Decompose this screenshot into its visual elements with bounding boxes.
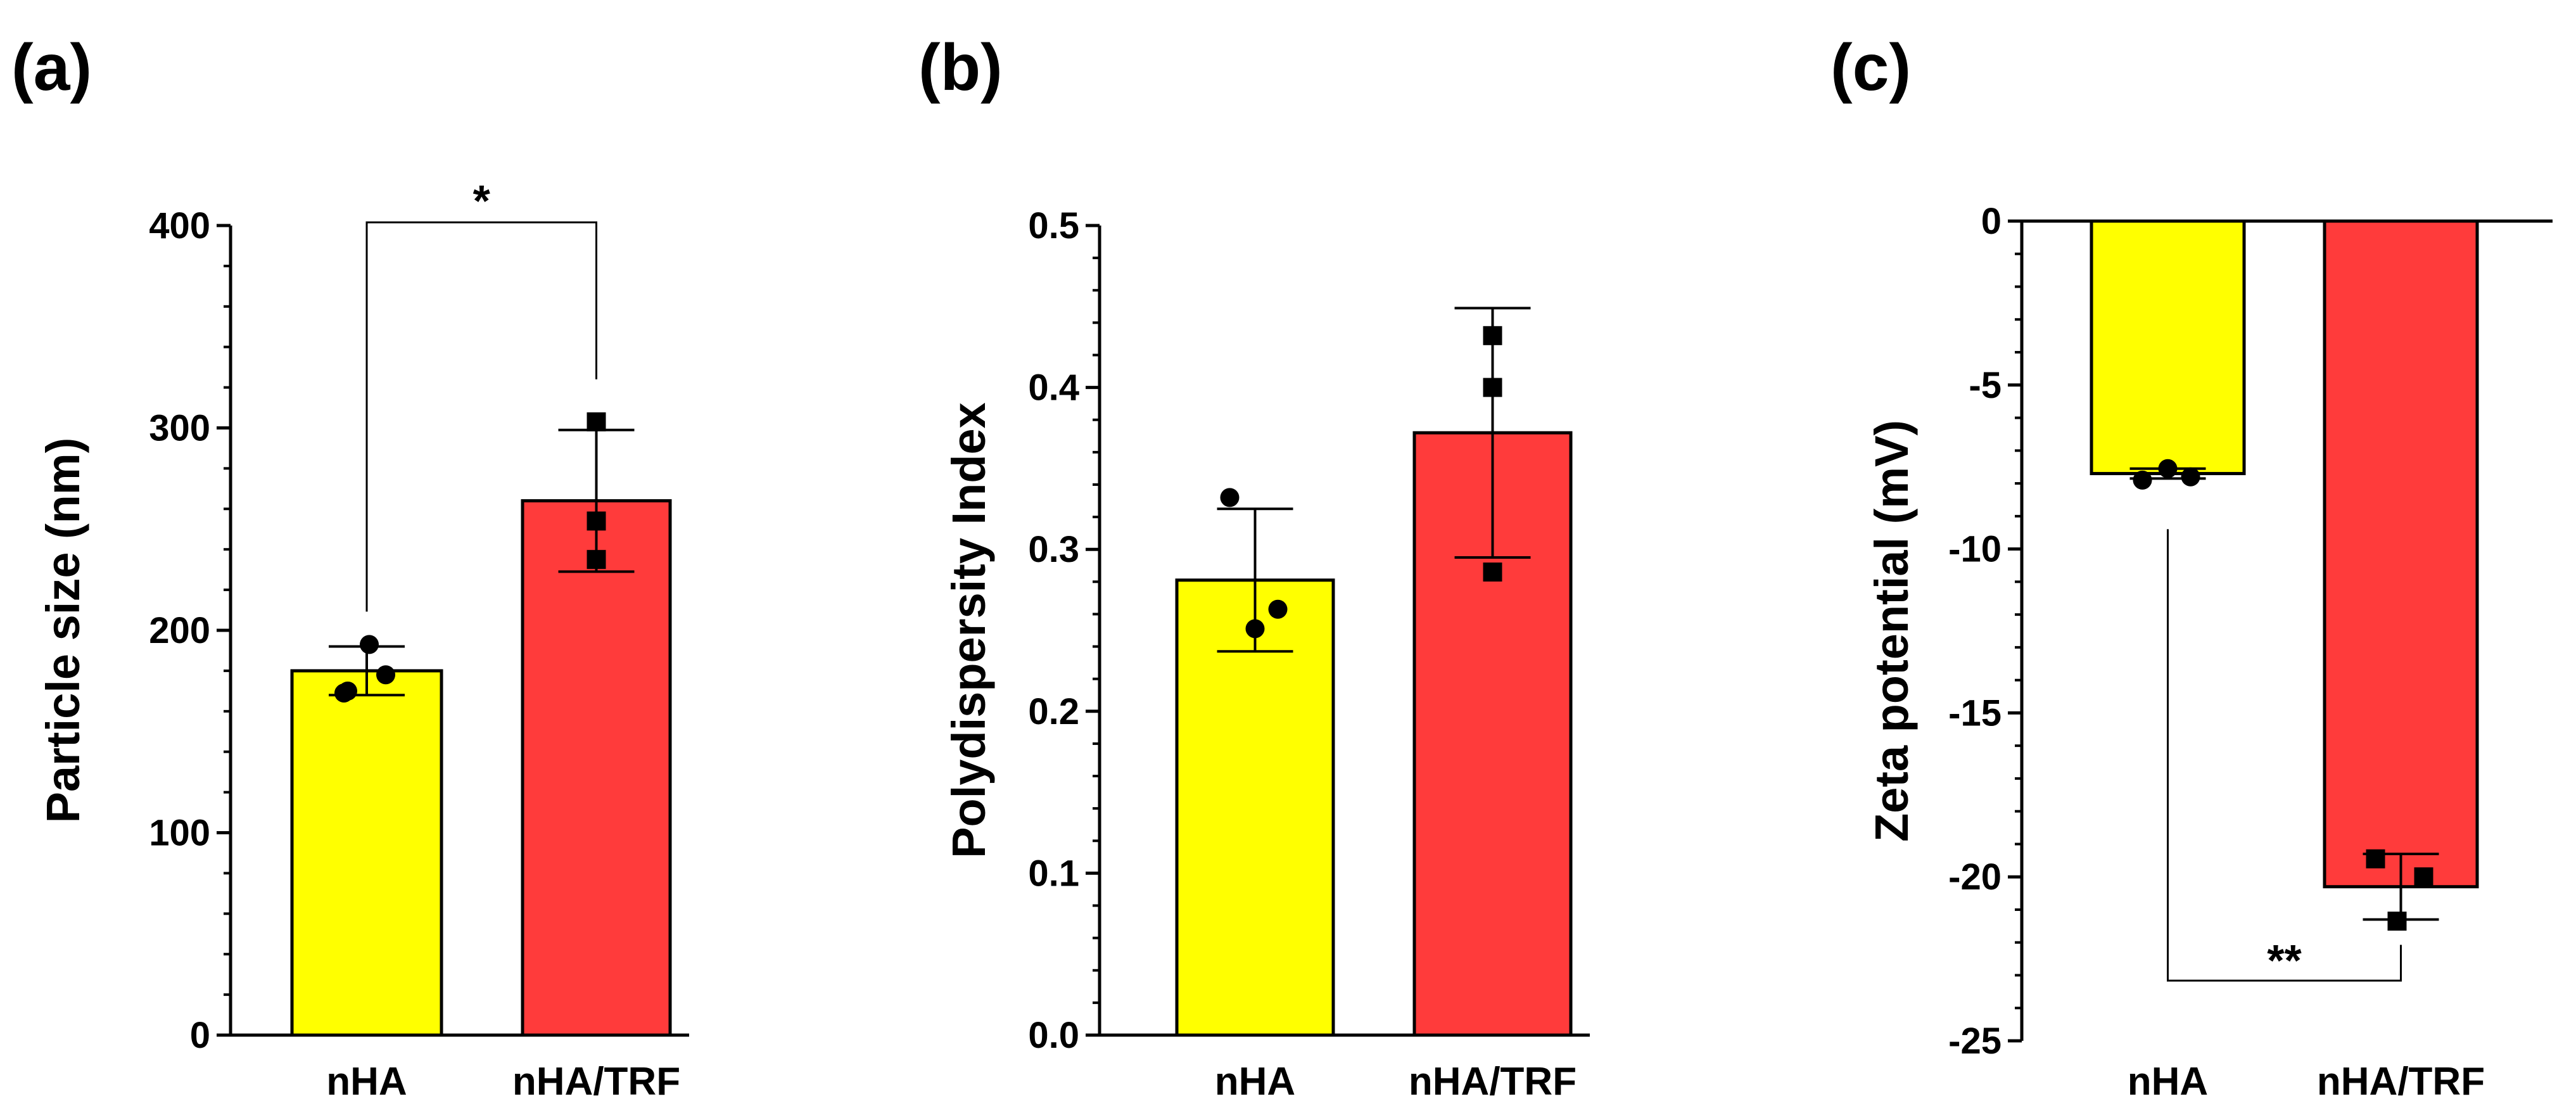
panel-b: (b) Polydispersity Index 0.0 0.1 0.2 0.3 0.4 0.… [918, 31, 1590, 1104]
y-tick-label: 0.4 [1028, 367, 1079, 409]
data-point [1483, 562, 1502, 582]
data-point [1220, 488, 1240, 507]
data-point [1268, 599, 1288, 619]
data-point [2158, 459, 2178, 478]
bar-nha [2090, 219, 2246, 476]
data-point [587, 511, 606, 531]
y-tick-label: 0.5 [1028, 205, 1079, 246]
y-tick-label: 0 [190, 1015, 210, 1056]
y-tick-label: 100 [149, 813, 210, 854]
panel-label: (b) [918, 31, 1003, 105]
x-tick-label: nHA/TRF [1409, 1060, 1577, 1104]
data-point [587, 550, 606, 570]
bar-nha-trf [521, 499, 672, 1037]
y-axis-label: Polydispersity Index [942, 402, 995, 858]
y-axis-label: Zeta potential (mV) [1865, 420, 1918, 842]
y-tick-label: -25 [1948, 1021, 2002, 1062]
y-tick-label: -20 [1948, 856, 2002, 898]
data-point [1245, 619, 1265, 639]
data-point [2387, 912, 2407, 931]
panel-c: (c) Zeta potential (mV) -25 -20 -15 -10 -5 0 nHA… [1830, 31, 2553, 1104]
bar-nha [1175, 578, 1335, 1037]
data-point [1483, 326, 1502, 345]
y-axis-label: Particle size (nm) [37, 438, 89, 824]
data-point [2366, 849, 2385, 869]
data-point [2414, 867, 2433, 887]
significance-bracket [2167, 529, 2402, 982]
y-tick-label: 0.0 [1028, 1015, 1079, 1056]
panel-label: (a) [11, 31, 92, 105]
data-point [338, 681, 357, 701]
data-point [587, 412, 606, 431]
y-tick-label: -15 [1948, 692, 2002, 734]
y-tick-label: 200 [149, 610, 210, 651]
bar-nha-trf [2323, 219, 2479, 889]
y-tick-label: -5 [1969, 365, 2002, 406]
significance-label: * [473, 176, 491, 226]
y-tick-label: 300 [149, 408, 210, 449]
data-point [2133, 470, 2152, 490]
y-tick-label: 0.1 [1028, 853, 1079, 894]
panel-a: (a) Particle size (nm) 0 100 200 300 400 nHA nHA… [11, 31, 689, 1104]
y-tick-label: 0.3 [1028, 529, 1079, 570]
significance-label: ** [2267, 936, 2302, 985]
data-point [376, 665, 395, 685]
y-tick-label: 0.2 [1028, 691, 1079, 732]
y-tick-label: 0 [1981, 201, 2002, 242]
data-point [2181, 467, 2200, 487]
data-point [1483, 378, 1502, 397]
x-tick-label: nHA/TRF [2317, 1060, 2485, 1104]
x-tick-label: nHA [1215, 1060, 1295, 1104]
x-tick-label: nHA [326, 1060, 407, 1104]
bar-nha [290, 669, 443, 1037]
panel-label: (c) [1830, 31, 1911, 105]
y-tick-label: -10 [1948, 529, 2002, 570]
x-tick-label: nHA [2128, 1060, 2208, 1104]
x-tick-label: nHA/TRF [512, 1060, 680, 1104]
data-point [360, 635, 379, 654]
y-tick-label: 400 [149, 205, 210, 246]
significance-bracket [365, 221, 597, 612]
